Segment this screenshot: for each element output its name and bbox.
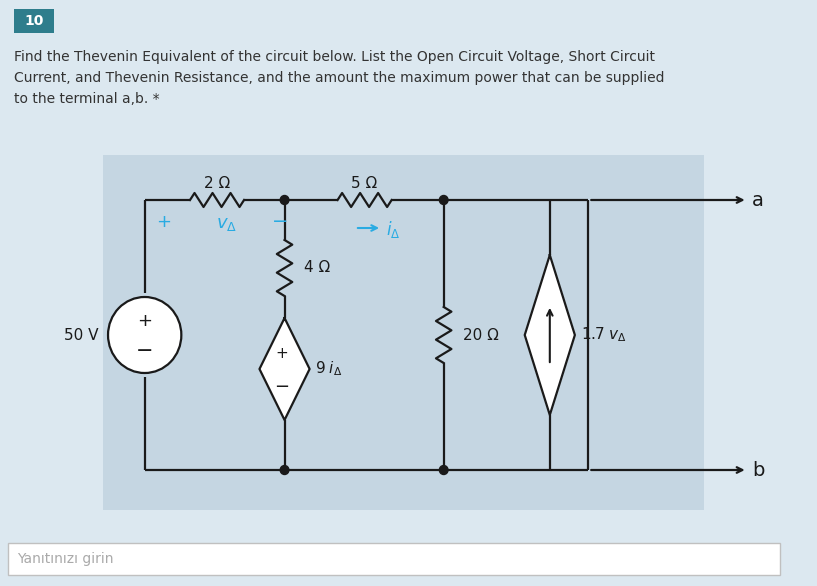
Text: 5 Ω: 5 Ω (351, 176, 377, 192)
Text: $i_\Delta$: $i_\Delta$ (386, 220, 400, 240)
Text: +: + (137, 312, 152, 330)
Text: −: − (271, 213, 288, 231)
Text: 20 Ω: 20 Ω (463, 328, 499, 342)
Text: +: + (275, 346, 288, 360)
Text: 4 Ω: 4 Ω (304, 261, 330, 275)
Circle shape (440, 465, 448, 475)
FancyBboxPatch shape (14, 9, 54, 33)
Text: −: − (274, 378, 289, 396)
Text: +: + (157, 213, 172, 231)
Circle shape (280, 465, 289, 475)
Text: $v_\Delta$: $v_\Delta$ (216, 215, 237, 233)
Circle shape (440, 196, 448, 205)
FancyBboxPatch shape (7, 543, 780, 575)
Polygon shape (525, 255, 575, 415)
Text: b: b (752, 461, 765, 479)
Circle shape (280, 196, 289, 205)
Text: 2 Ω: 2 Ω (204, 176, 230, 192)
FancyBboxPatch shape (103, 155, 704, 510)
Text: Yanıtınızı girin: Yanıtınızı girin (17, 552, 114, 566)
Text: $9\;i_\Delta$: $9\;i_\Delta$ (315, 360, 342, 379)
Text: −: − (136, 341, 154, 361)
Text: 50 V: 50 V (64, 328, 98, 342)
Text: Find the Thevenin Equivalent of the circuit below. List the Open Circuit Voltage: Find the Thevenin Equivalent of the circ… (15, 50, 665, 106)
Text: a: a (752, 190, 764, 210)
Circle shape (108, 297, 181, 373)
Text: $1.7\;v_\Delta$: $1.7\;v_\Delta$ (581, 326, 626, 345)
Text: 10: 10 (24, 14, 43, 28)
FancyBboxPatch shape (704, 155, 788, 510)
Polygon shape (260, 318, 310, 420)
